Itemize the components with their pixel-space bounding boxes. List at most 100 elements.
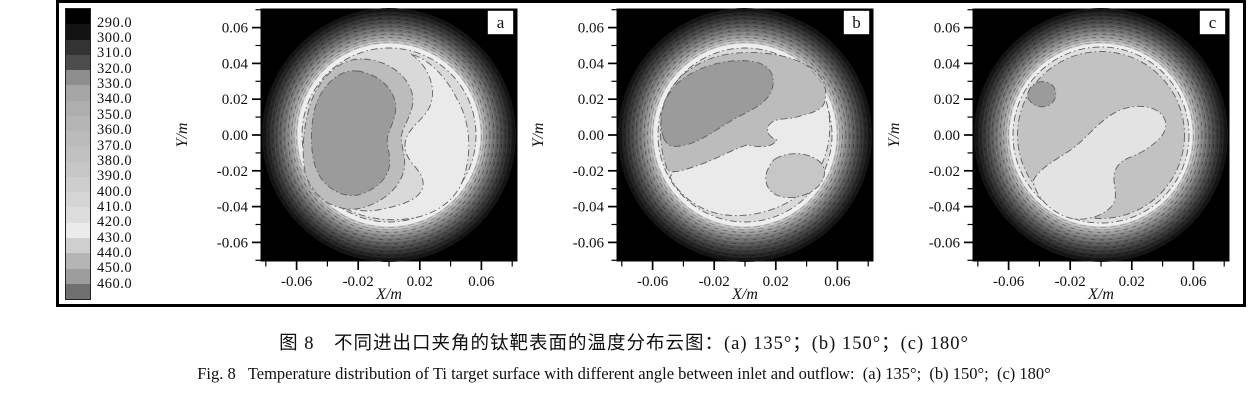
y-tick-label: 0.00 <box>222 128 248 144</box>
colorbar-block <box>66 24 90 40</box>
colorbar-value-label: 390.0 <box>97 168 133 185</box>
colorbar-block <box>66 100 90 116</box>
figure-strip: 290.0 300.0 310.0 320.0 330.0 340.0 350.0 360.0… <box>56 0 1246 307</box>
y-tick-label: 0.06 <box>934 21 961 37</box>
x-tick-label: -0.02 <box>343 274 374 290</box>
y-axis-label: Y/m <box>886 123 903 148</box>
y-tick-label: 0.06 <box>222 21 249 37</box>
colorbar-block <box>66 9 90 25</box>
y-tick-label: -0.02 <box>929 164 960 180</box>
y-tick-label: 0.04 <box>934 56 961 72</box>
colorbar-block <box>66 237 90 254</box>
x-tick-label: -0.02 <box>1055 274 1086 290</box>
y-tick-label: 0.02 <box>222 92 248 108</box>
colorbar-block <box>66 146 90 162</box>
y-tick-label: -0.04 <box>573 200 605 216</box>
colorbar-block <box>66 222 90 238</box>
dashed-contour-texture <box>975 9 1227 261</box>
colorbar-value-label: 330.0 <box>97 76 133 93</box>
colorbar-block <box>66 283 90 300</box>
colorbar-value-label: 410.0 <box>97 199 133 215</box>
colorbar-value-label: 370.0 <box>97 137 133 154</box>
y-tick-label: -0.06 <box>573 235 605 251</box>
x-tick-label: 0.02 <box>407 274 433 290</box>
y-tick-label: 0.02 <box>934 92 960 108</box>
colorbar-legend: 290.0 300.0 310.0 320.0 330.0 340.0 350.0 360.0… <box>63 5 169 303</box>
y-tick-label: 0.02 <box>578 92 604 108</box>
contour-panel-a: 0.06 0.04 0.02 0.00 -0.02 -0.04 -0.06 -0.06 -0.0… <box>174 8 518 303</box>
colorbar-block <box>66 54 90 71</box>
y-tick-label: -0.02 <box>573 164 604 180</box>
dashed-contour-texture <box>263 9 515 261</box>
x-tick-label: 0.06 <box>468 274 495 290</box>
x-tick-label: -0.06 <box>281 274 313 290</box>
contour-blobs <box>1012 46 1190 224</box>
colorbar-block <box>66 131 90 147</box>
colorbar-value-label: 430.0 <box>97 229 133 246</box>
panel-letter: a <box>497 13 505 32</box>
x-axis-label: X/m <box>731 286 758 303</box>
panel-letter-badge: b <box>842 9 871 36</box>
x-axis-label: X/m <box>1087 286 1114 303</box>
contour-blobs <box>657 47 833 223</box>
contour-panel-c: 0.06 0.04 0.02 0.00 -0.02 -0.04 -0.06 -0.06 -0.0… <box>886 8 1230 303</box>
colorbar-block <box>66 70 90 86</box>
caption-chinese: 图 8 不同进出口夹角的钛靶表面的温度分布云图：(a) 135°；(b) 150… <box>279 334 969 354</box>
colorbar-block <box>66 253 90 269</box>
colorbar-block <box>66 115 90 132</box>
y-tick-label: 0.06 <box>578 21 605 37</box>
panel-letter-badge: a <box>486 9 515 36</box>
x-tick-label: 0.02 <box>1119 274 1145 290</box>
panel-letter: c <box>1209 13 1217 32</box>
colorbar-block <box>66 192 90 208</box>
colorbar-value-label: 440.0 <box>97 245 133 262</box>
y-tick-label: 0.00 <box>578 128 604 144</box>
y-tick-label: -0.04 <box>929 200 961 216</box>
colorbar-block <box>66 85 90 101</box>
colorbar-value-label: 420.0 <box>97 214 133 231</box>
colorbar-value-label: 360.0 <box>97 122 133 139</box>
contour-blobs <box>301 47 477 223</box>
colorbar-value-label: 460.0 <box>97 275 133 292</box>
colorbar-labels: 290.0 300.0 310.0 320.0 330.0 340.0 350.0 360.0… <box>97 8 167 300</box>
dashed-contour-texture <box>619 9 871 261</box>
x-axis-label: X/m <box>375 286 402 303</box>
x-tick-label: 0.06 <box>824 274 851 290</box>
colorbar-value-label: 350.0 <box>97 106 133 123</box>
y-tick-label: 0.00 <box>934 128 960 144</box>
colorbar-block <box>66 176 90 193</box>
y-tick-label: 0.04 <box>222 56 249 72</box>
colorbar-block <box>66 161 90 177</box>
y-axis-label: Y/m <box>174 123 191 148</box>
colorbar-block <box>66 268 90 284</box>
colorbar-block <box>66 207 90 223</box>
colorbar-value-label: 320.0 <box>97 60 133 77</box>
colorbar-value-label: 380.0 <box>97 152 133 169</box>
x-tick-label: 0.06 <box>1180 274 1207 290</box>
x-tick-label: -0.06 <box>637 274 669 290</box>
caption-english: Fig. 8 Temperature distribution of Ti ta… <box>197 364 1051 383</box>
contour-panel-b: 0.06 0.04 0.02 0.00 -0.02 -0.04 -0.06 -0.06 -0.0… <box>530 8 874 303</box>
panel-letter: b <box>852 13 861 32</box>
axis-ticks: 0.06 0.04 0.02 0.00 -0.02 -0.04 -0.06 -0.06 -0.0… <box>217 9 513 290</box>
colorbar-value-label: 310.0 <box>97 45 133 62</box>
colorbar-block <box>66 39 90 55</box>
colorbar-value-label: 400.0 <box>97 183 133 200</box>
colorbar-value-label: 300.0 <box>97 30 133 47</box>
axis-ticks: 0.06 0.04 0.02 0.00 -0.02 -0.04 -0.06 -0.06 -0.0… <box>929 9 1225 290</box>
colorbar-value-label: 340.0 <box>97 91 133 108</box>
x-tick-label: -0.06 <box>993 274 1025 290</box>
panel-letter-badge: c <box>1198 9 1227 36</box>
y-tick-label: 0.04 <box>578 56 605 72</box>
y-axis-label: Y/m <box>530 123 547 148</box>
axis-ticks: 0.06 0.04 0.02 0.00 -0.02 -0.04 -0.06 -0.06 -0.0… <box>573 9 869 290</box>
colorbar-value-label: 290.0 <box>97 14 133 31</box>
x-tick-label: 0.02 <box>763 274 789 290</box>
y-tick-label: -0.06 <box>217 235 249 251</box>
colorbar-value-label: 450.0 <box>97 260 133 277</box>
y-tick-label: -0.06 <box>929 235 961 251</box>
x-tick-label: -0.02 <box>699 274 730 290</box>
colorbar-gradient <box>65 8 91 300</box>
y-tick-label: -0.04 <box>217 200 249 216</box>
